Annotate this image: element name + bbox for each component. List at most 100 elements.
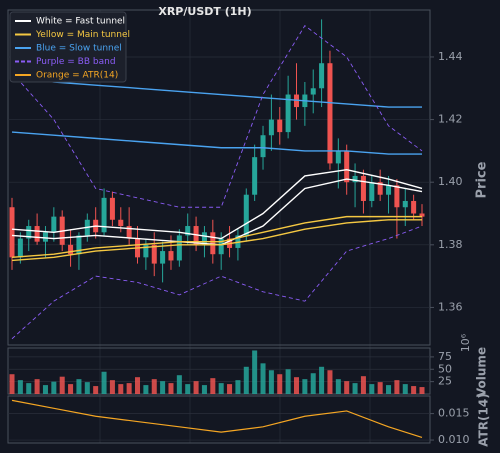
volume-tick-label: 75: [438, 350, 452, 363]
volume-bar: [34, 379, 40, 394]
price-frame: [7, 9, 431, 346]
candle-body: [218, 238, 224, 255]
candle-body: [411, 200, 417, 214]
volume-bar: [151, 379, 157, 394]
candle-body: [51, 216, 57, 233]
volume-bar: [335, 379, 341, 394]
volume-bar: [59, 376, 65, 394]
volume-bar: [268, 370, 274, 394]
candle-body: [109, 197, 115, 220]
volume-bar: [51, 381, 57, 394]
candle-body: [34, 226, 40, 242]
candle-body: [101, 197, 107, 233]
candle-body: [386, 185, 392, 195]
volume-bar: [327, 370, 333, 394]
candle-body: [118, 219, 124, 227]
volume-bar: [101, 371, 107, 394]
candle-body: [344, 150, 350, 183]
candle-body: [360, 175, 366, 201]
y-tick-label: 1.44: [438, 50, 463, 63]
candle-body: [252, 157, 258, 195]
legend-label: Orange = ATR(14): [36, 71, 118, 81]
candle-body: [9, 207, 15, 258]
volume-bar: [185, 384, 191, 394]
volume-bar: [109, 380, 115, 394]
candle-body: [335, 150, 341, 164]
volume-bar: [243, 366, 249, 394]
volume-bar: [118, 384, 124, 394]
candle-body: [143, 244, 149, 258]
volume-axis-label: Volume: [475, 347, 489, 397]
tunnel-line: [11, 168, 423, 240]
candle-body: [352, 175, 358, 183]
volume-bar: [235, 380, 241, 394]
atr-frame: [7, 395, 431, 444]
candle-body: [243, 194, 249, 236]
legend-label: White = Fast tunnel: [36, 17, 125, 27]
volume-bar: [9, 374, 15, 394]
legend-label: Yellow = Main tunnel: [35, 30, 130, 40]
volume-bar: [227, 384, 233, 394]
volume-bar: [93, 386, 99, 394]
candle-body: [68, 244, 74, 255]
volume-bar: [277, 374, 283, 394]
volume-bar: [84, 382, 90, 394]
candle-body: [419, 213, 425, 217]
volume-bar: [260, 363, 266, 394]
volume-bar: [76, 379, 82, 394]
volume-offset: 10⁶: [459, 333, 472, 352]
candle-body: [185, 226, 191, 236]
volume-bar: [411, 386, 417, 394]
y-tick-label: 1.42: [438, 113, 463, 126]
y-tick-label: 1.40: [438, 175, 463, 188]
volume-bar: [218, 383, 224, 394]
tunnel-line: [11, 219, 422, 262]
volume-bar: [210, 378, 216, 394]
candle-body: [42, 232, 48, 242]
chart-title: XRP/USDT (1H): [158, 5, 251, 18]
volume-bar: [344, 381, 350, 394]
volume-bar: [319, 366, 325, 394]
candle-body: [17, 238, 23, 258]
y-tick-label: 1.36: [438, 300, 463, 313]
tunnel-line: [11, 215, 422, 259]
volume-bar: [135, 377, 141, 394]
volume-tick-label: 50: [438, 362, 452, 375]
volume-bar: [293, 377, 299, 394]
volume-bar: [377, 382, 383, 394]
volume-bar: [369, 384, 375, 394]
candle-body: [126, 226, 132, 239]
candle-body: [277, 119, 283, 133]
volume-bar: [310, 373, 316, 394]
legend-label: Purple = BB band: [36, 57, 116, 67]
candle-body: [151, 244, 157, 264]
volume-bar: [160, 381, 166, 394]
volume-bar: [26, 383, 32, 394]
volume-bar: [193, 381, 199, 394]
legend-label: Blue = Slow tunnel: [36, 44, 122, 54]
volume-bar: [252, 350, 258, 394]
candle-body: [176, 235, 182, 261]
volume-bar: [360, 376, 366, 394]
candle-body: [377, 182, 383, 195]
volume-bar: [201, 385, 207, 394]
atr-tick-label: 0.010: [438, 433, 470, 446]
volume-bar: [352, 383, 358, 394]
atr-line: [11, 399, 423, 438]
candle-body: [268, 119, 274, 136]
atr-tick-label: 0.015: [438, 407, 470, 420]
candle-body: [76, 235, 82, 255]
candle-body: [310, 88, 316, 95]
candle-body: [26, 226, 32, 239]
candle-body: [285, 94, 291, 133]
volume-bar: [402, 384, 408, 394]
tunnel-line: [11, 75, 422, 108]
volume-bar: [143, 385, 149, 394]
volume-bar: [176, 375, 182, 394]
candle-body: [319, 63, 325, 89]
y-axis-label: Price: [475, 161, 490, 198]
volume-bar: [17, 380, 23, 394]
volume-bar: [394, 380, 400, 394]
candle-body: [369, 182, 375, 201]
